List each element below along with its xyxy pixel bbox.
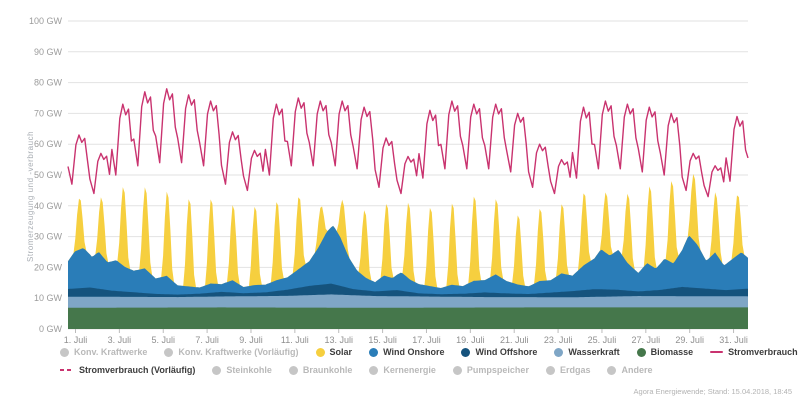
dot-marker-icon — [369, 365, 379, 375]
legend-label: Erdgas — [559, 365, 591, 375]
legend-item-biomasse[interactable]: Biomasse — [636, 347, 694, 357]
x-tick-label: 11. Juli — [281, 335, 309, 345]
dot-marker-icon — [164, 347, 174, 357]
legend-label: Wind Onshore — [383, 347, 445, 357]
line-marker-icon — [710, 351, 724, 353]
y-tick-label: 40 GW — [34, 201, 63, 211]
legend-row-2: Stromverbrauch (Vorläufig) Steinkohle Brau… — [60, 365, 790, 375]
legend-item-konv-kraftwerke[interactable]: Konv. Kraftwerke — [60, 347, 147, 357]
x-tick-label: 27. Juli — [632, 335, 661, 345]
legend-item-pumpspeicher[interactable]: Pumpspeicher — [452, 365, 529, 375]
x-tick-label: 21. Juli — [500, 335, 529, 345]
x-tick-label: 9. Juli — [239, 335, 263, 345]
x-tick-label: 31. Juli — [719, 335, 748, 345]
x-tick-label: 1. Juli — [64, 335, 88, 345]
y-tick-label: 20 GW — [34, 262, 63, 272]
legend-label: Biomasse — [650, 347, 694, 357]
x-tick-label: 7. Juli — [195, 335, 219, 345]
y-tick-label: 50 GW — [34, 170, 63, 180]
legend-label: Stromverbrauch (Vorläufig) — [79, 365, 196, 375]
legend-label: Stromverbrauch — [728, 347, 798, 357]
y-tick-label: 60 GW — [34, 139, 63, 149]
dot-marker-icon — [607, 365, 617, 375]
legend-label: Wasserkraft — [568, 347, 620, 357]
legend-item-solar[interactable]: Solar — [315, 347, 353, 357]
stromverbrauch-line[interactable] — [67, 88, 749, 198]
x-tick-label: 29. Juli — [675, 335, 704, 345]
legend-label: Konv. Kraftwerke — [74, 347, 148, 357]
y-tick-label: 70 GW — [34, 108, 63, 118]
legend-label: Kernenergie — [383, 365, 436, 375]
dot-marker-icon — [369, 347, 379, 357]
dot-marker-icon — [288, 365, 298, 375]
dot-marker-icon — [554, 347, 564, 357]
y-axis-title: Stromerzeugung und -verbrauch — [26, 130, 35, 262]
legend-item-wind-offshore[interactable]: Wind Offshore — [461, 347, 537, 357]
dot-marker-icon — [452, 365, 462, 375]
legend-label: Solar — [329, 347, 353, 357]
legend-item-konv-kraftwerke-vorl-ufig[interactable]: Konv. Kraftwerke (Vorläufig) — [164, 347, 299, 357]
legend-item-braunkohle[interactable]: Braunkohle — [288, 365, 353, 375]
legend-item-kernenergie[interactable]: Kernenergie — [369, 365, 436, 375]
dot-marker-icon — [212, 365, 222, 375]
legend-item-wasserkraft[interactable]: Wasserkraft — [554, 347, 620, 357]
legend-item-steinkohle[interactable]: Steinkohle — [212, 365, 272, 375]
x-tick-label: 13. Juli — [324, 335, 353, 345]
y-tick-label: 80 GW — [34, 78, 63, 88]
x-tick-label: 15. Juli — [368, 335, 397, 345]
legend-label: Andere — [621, 365, 653, 375]
legend-item-erdgas[interactable]: Erdgas — [545, 365, 591, 375]
x-tick-label: 25. Juli — [588, 335, 617, 345]
source-note: Agora Energiewende; Stand: 15.04.2018, 1… — [633, 387, 792, 396]
dot-marker-icon — [636, 347, 646, 357]
x-tick-label: 3. Juli — [108, 335, 132, 345]
y-tick-label: 100 GW — [29, 16, 63, 26]
y-tick-label: 0 GW — [39, 324, 63, 334]
legend-label: Steinkohle — [226, 365, 272, 375]
biomasse-area[interactable] — [68, 307, 748, 329]
legend-item-stromverbrauch-vorl-ufig[interactable]: Stromverbrauch (Vorläufig) — [60, 365, 195, 375]
legend-item-stromverbrauch[interactable]: Stromverbrauch — [710, 347, 798, 357]
dot-marker-icon — [545, 365, 555, 375]
legend-label: Wind Offshore — [475, 347, 538, 357]
legend-row-1: Konv. Kraftwerke Konv. Kraftwerke (Vorläu… — [60, 347, 798, 357]
x-tick-label: 19. Juli — [456, 335, 485, 345]
x-tick-label: 5. Juli — [151, 335, 175, 345]
y-tick-label: 90 GW — [34, 47, 63, 57]
dot-marker-icon — [60, 347, 69, 357]
dot-marker-icon — [461, 347, 471, 357]
dashed-marker-icon — [60, 369, 74, 371]
x-tick-label: 23. Juli — [544, 335, 573, 345]
legend-label: Konv. Kraftwerke (Vorläufig) — [178, 347, 299, 357]
x-tick-label: 17. Juli — [412, 335, 441, 345]
y-tick-label: 10 GW — [34, 293, 63, 303]
legend-label: Pumpspeicher — [466, 365, 529, 375]
y-tick-label: 30 GW — [34, 232, 63, 242]
legend-item-wind-onshore[interactable]: Wind Onshore — [369, 347, 444, 357]
legend-label: Braunkohle — [302, 365, 353, 375]
legend-item-andere[interactable]: Andere — [607, 365, 652, 375]
dot-marker-icon — [315, 347, 325, 357]
